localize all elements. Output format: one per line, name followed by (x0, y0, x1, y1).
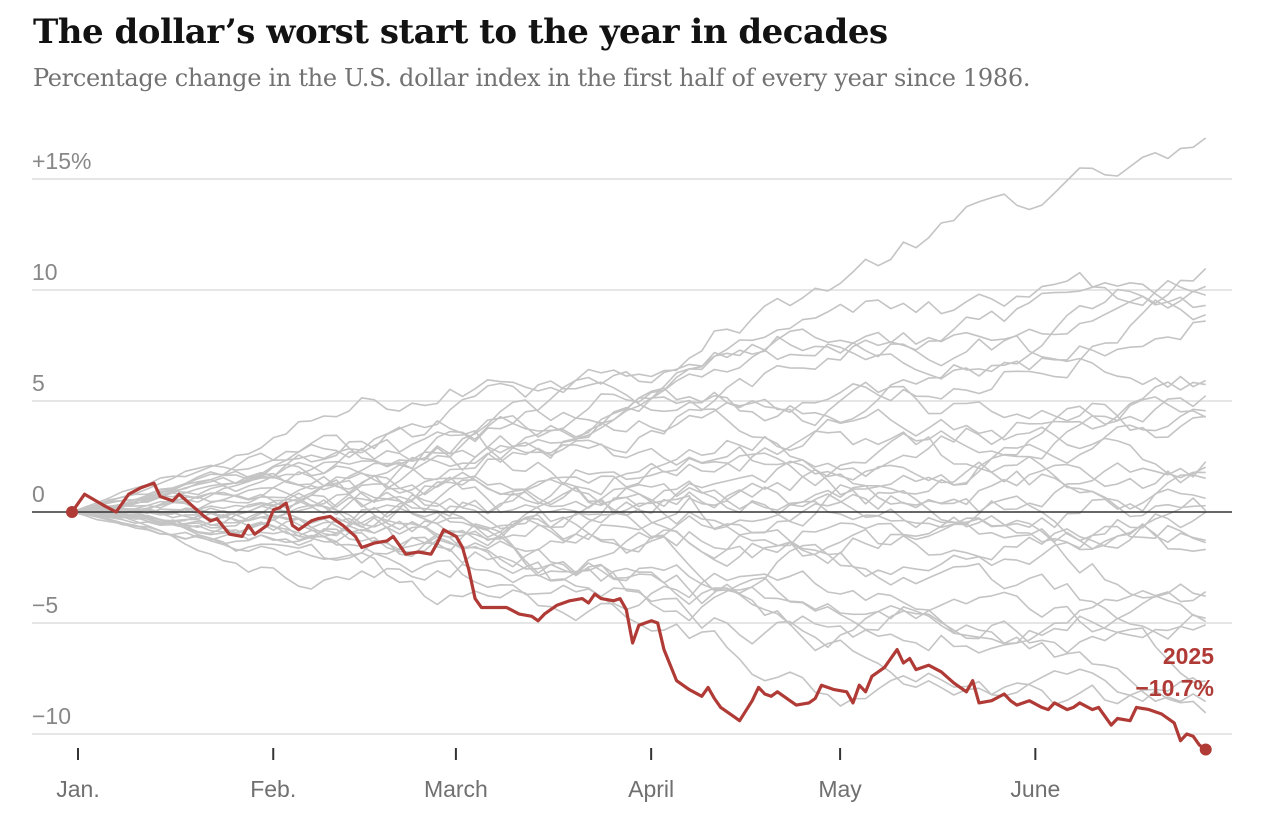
background-series-line (71, 497, 1206, 620)
x-tick-label: March (424, 776, 488, 802)
highlight-series-layer (66, 481, 1212, 756)
background-series-line (71, 137, 1207, 513)
background-series-line (71, 484, 1206, 555)
x-tick-label: May (818, 776, 862, 802)
axis-label-layer: +15% 10 5 0 −5 −10 Jan. Feb. March April May June (32, 148, 1060, 802)
y-tick-label: 10 (32, 259, 58, 285)
background-series-line (71, 461, 1206, 547)
background-series-line (71, 430, 1206, 520)
annotation-year: 2025 (1163, 643, 1214, 669)
background-series-line (71, 507, 1206, 599)
background-series-line (71, 511, 1207, 640)
background-series-line (71, 328, 1207, 513)
background-series-line (71, 461, 1207, 529)
y-tick-label: +15% (32, 148, 91, 174)
series-2025-start-dot (66, 506, 78, 518)
chart-title: The dollar’s worst start to the year in … (33, 12, 888, 52)
y-tick-label: −5 (32, 592, 58, 618)
x-tick-label: Feb. (250, 776, 296, 802)
background-series-line (71, 267, 1207, 513)
background-series-line (71, 408, 1206, 531)
background-series-line (71, 452, 1206, 537)
series-2025-end-dot (1199, 743, 1212, 756)
background-series-line (71, 463, 1207, 553)
background-series-line (71, 396, 1206, 515)
series-2025-line (70, 481, 1207, 751)
x-tick-label: April (628, 776, 674, 802)
background-series-line (71, 281, 1206, 513)
y-tick-label: 0 (32, 481, 45, 507)
background-series-line (71, 511, 1207, 703)
background-series-line (71, 395, 1207, 514)
chart-subtitle: Percentage change in the U.S. dollar ind… (33, 64, 1031, 92)
background-series-line (71, 504, 1206, 594)
y-tick-label: 5 (32, 370, 45, 396)
background-series-layer (71, 137, 1207, 714)
y-tick-label: −10 (32, 703, 71, 729)
background-series-line (71, 511, 1207, 649)
annotation-value: −10.7% (1135, 675, 1214, 701)
background-series-line (71, 511, 1207, 706)
background-series-line (71, 290, 1206, 513)
x-tick-label: June (1010, 776, 1060, 802)
background-series-line (71, 271, 1207, 513)
x-tick-label: Jan. (56, 776, 99, 802)
background-series-line (71, 511, 1206, 684)
